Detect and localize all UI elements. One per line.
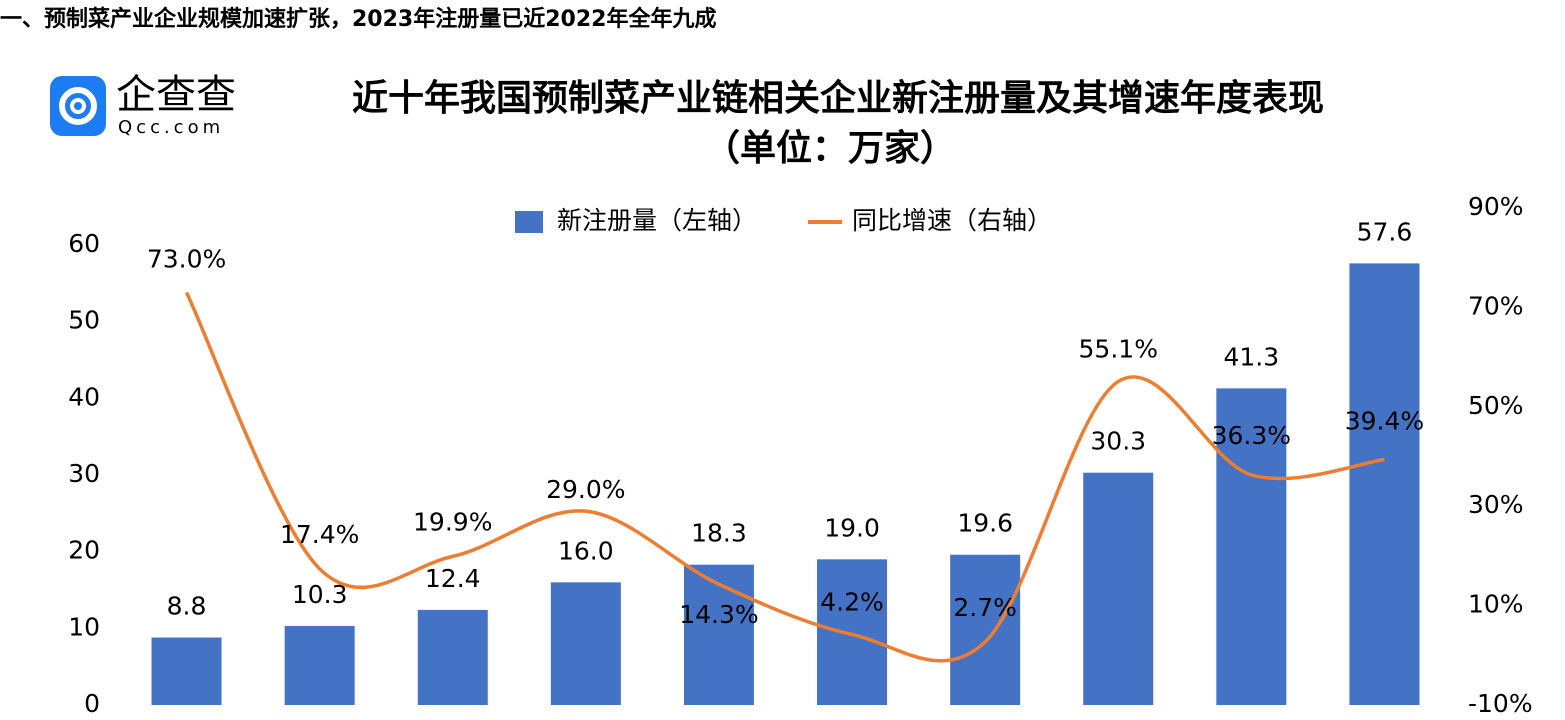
line-value-label: 14.3% bbox=[679, 600, 758, 629]
logo-name: 企查查 bbox=[116, 72, 236, 118]
line-value-label: 19.9% bbox=[413, 507, 492, 536]
bar-value-label: 57.6 bbox=[1357, 217, 1413, 246]
y2-tick-label: 70% bbox=[1468, 291, 1524, 320]
bar-value-label: 8.8 bbox=[167, 592, 207, 621]
legend-label: 同比增速（右轴） bbox=[852, 206, 1052, 235]
logo-icon-ring bbox=[70, 98, 86, 114]
bar-value-label: 10.3 bbox=[292, 580, 348, 609]
y-tick-label: 30 bbox=[68, 459, 100, 488]
logo-domain: Qcc.com bbox=[118, 117, 224, 138]
line-value-label: 29.0% bbox=[546, 475, 625, 504]
header: 一、预制菜产业企业规模加速扩张，2023年注册量已近2022年全年九成 bbox=[0, 6, 716, 32]
bar bbox=[1216, 388, 1287, 705]
logo-icon-ring bbox=[59, 87, 97, 125]
line-value-label: 17.4% bbox=[280, 520, 359, 549]
y2-tick-label: 90% bbox=[1468, 192, 1524, 221]
bar-value-label: 19.6 bbox=[957, 509, 1013, 538]
y-tick-label: 40 bbox=[68, 382, 100, 411]
legend-swatch bbox=[515, 211, 543, 233]
line-value-label: 2.7% bbox=[953, 593, 1017, 622]
bar-value-label: 16.0 bbox=[558, 536, 614, 565]
y2-tick-label: -10% bbox=[1468, 689, 1533, 718]
y-tick-label: 20 bbox=[68, 536, 100, 565]
y2-tick-label: 10% bbox=[1468, 590, 1524, 619]
bar-value-label: 19.0 bbox=[824, 513, 880, 542]
y-tick-label: 0 bbox=[84, 689, 100, 718]
bar bbox=[683, 564, 754, 705]
logo: 企查查 Qcc.com bbox=[50, 72, 236, 138]
y2-tick-label: 30% bbox=[1468, 490, 1524, 519]
bar bbox=[284, 626, 355, 705]
bar bbox=[817, 559, 888, 705]
line-value-label: 55.1% bbox=[1079, 334, 1158, 363]
y-tick-label: 50 bbox=[68, 306, 100, 335]
logo-icon bbox=[50, 76, 106, 136]
line-value-label: 39.4% bbox=[1345, 406, 1424, 435]
chart-subtitle: （单位：万家） bbox=[704, 128, 956, 169]
chart-title: 近十年我国预制菜产业链相关企业新注册量及其增速年度表现 bbox=[352, 77, 1324, 119]
bar-value-label: 12.4 bbox=[425, 564, 481, 593]
legend-label: 新注册量（左轴） bbox=[557, 206, 757, 235]
line bbox=[184, 291, 1385, 663]
y-tick-label: 10 bbox=[68, 612, 100, 641]
bar bbox=[417, 609, 488, 705]
line-value-label: 4.2% bbox=[820, 587, 884, 616]
bar-value-label: 18.3 bbox=[691, 519, 747, 548]
y-tick-label: 60 bbox=[68, 229, 100, 258]
bar bbox=[550, 582, 621, 705]
bar bbox=[151, 637, 222, 705]
bar-value-label: 30.3 bbox=[1090, 427, 1146, 456]
bar bbox=[1349, 263, 1420, 705]
bar-value-label: 41.3 bbox=[1224, 342, 1280, 371]
bar bbox=[950, 554, 1021, 705]
bar bbox=[1083, 472, 1154, 705]
line-value-label: 73.0% bbox=[147, 244, 226, 273]
line-value-label: 36.3% bbox=[1212, 421, 1291, 450]
y2-tick-label: 50% bbox=[1468, 391, 1524, 420]
